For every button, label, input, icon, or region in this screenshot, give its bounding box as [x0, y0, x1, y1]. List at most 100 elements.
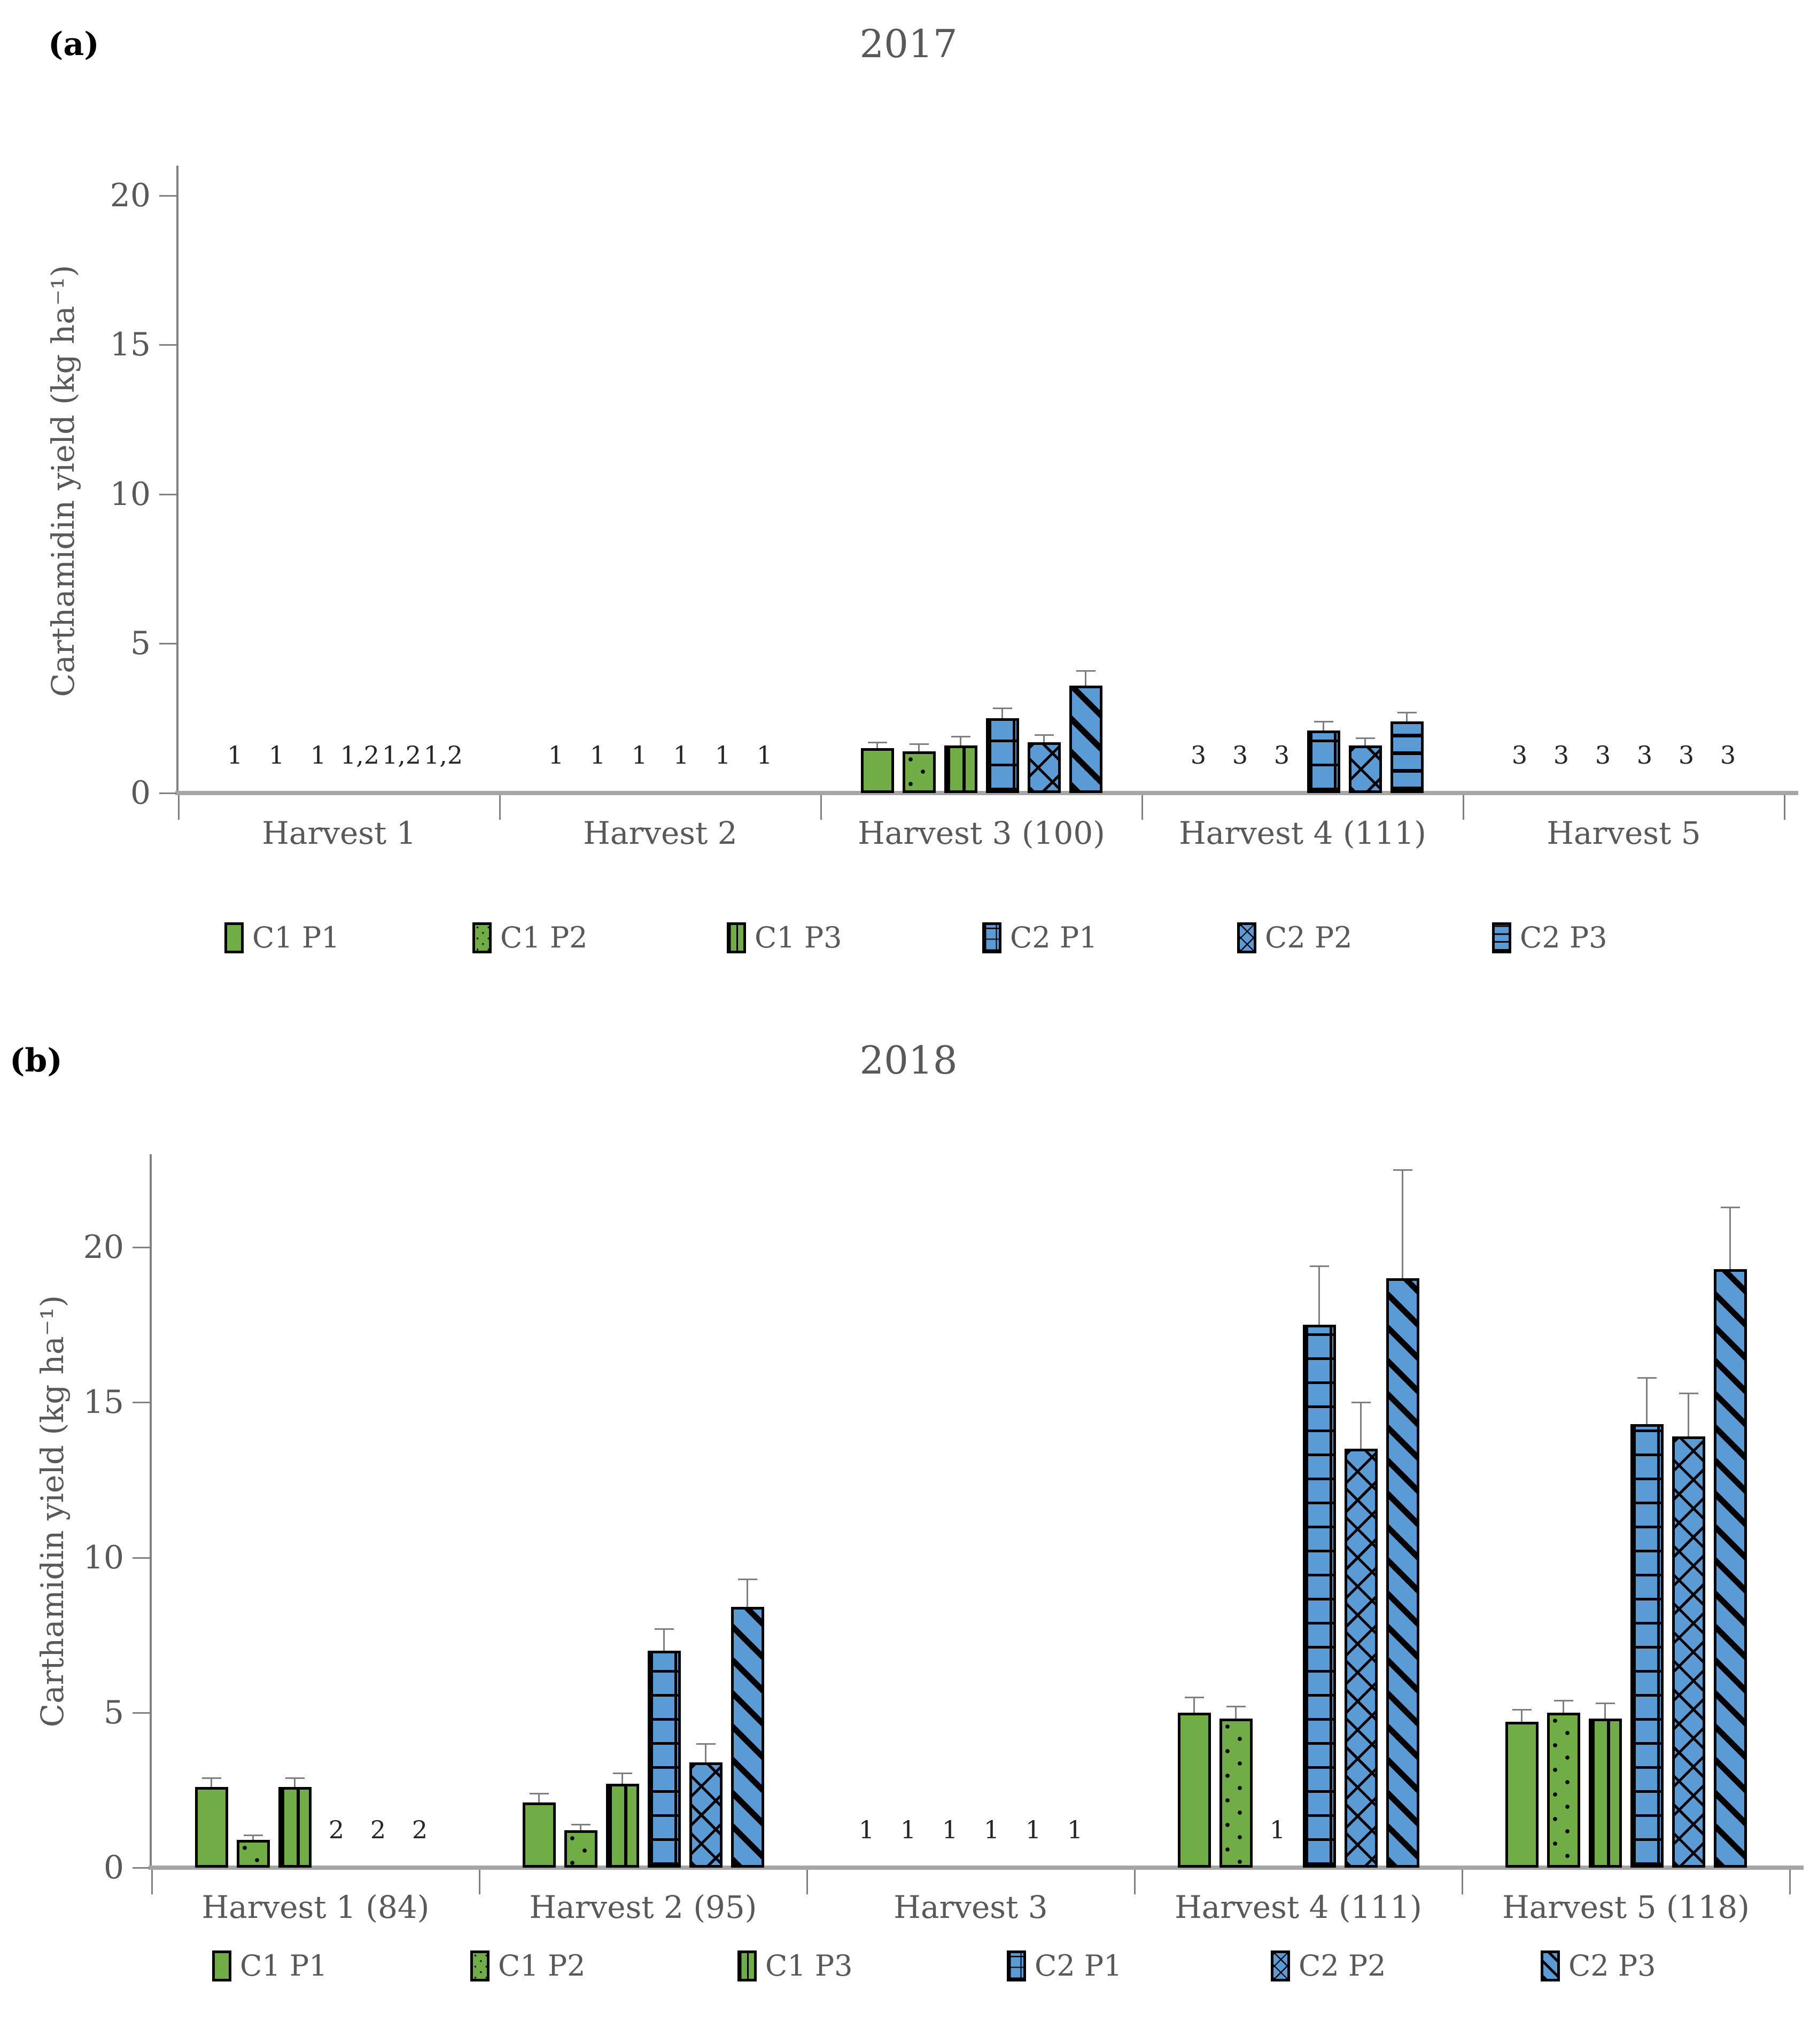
legend-item: C2 P2	[1237, 922, 1376, 955]
x-axis-label: Harvest 5 (118)	[1502, 1889, 1750, 1925]
x-axis-label: Harvest 3 (100)	[858, 815, 1105, 851]
x-axis-line	[149, 1866, 1804, 1870]
bar	[1177, 1712, 1211, 1868]
significance-label: 1	[1269, 1815, 1286, 1844]
bar	[278, 1787, 312, 1868]
x-tick	[1462, 1870, 1463, 1894]
error-bar-cap	[1679, 1392, 1698, 1394]
legend-swatch	[1271, 1950, 1290, 1981]
legend-swatch	[212, 1950, 231, 1981]
legend-label: C1 P3	[765, 1949, 853, 1983]
significance-label: 1	[673, 741, 689, 770]
significance-label: 1	[1067, 1815, 1083, 1844]
error-bar-cap	[243, 1835, 263, 1837]
error-bar-cap	[285, 1777, 305, 1779]
x-tick	[806, 1870, 808, 1894]
error-bar	[1193, 1697, 1195, 1713]
error-bar	[918, 743, 920, 751]
error-bar-cap	[992, 707, 1012, 709]
error-bar	[747, 1579, 748, 1607]
chart-a-title: 2017	[859, 21, 958, 66]
y-tick-label: 0	[130, 774, 151, 812]
bar	[1713, 1269, 1747, 1868]
x-axis-line	[175, 791, 1798, 795]
bar	[605, 1784, 639, 1868]
bar	[1588, 1719, 1622, 1868]
x-tick	[499, 795, 501, 820]
bar	[1630, 1424, 1664, 1868]
x-tick	[1784, 795, 1785, 820]
legend-item: C2 P1	[1007, 1950, 1146, 1984]
y-tick	[159, 344, 176, 346]
legend-item: C1 P3	[727, 922, 866, 955]
error-bar-cap	[1351, 1402, 1371, 1404]
error-bar-cap	[867, 741, 887, 743]
legend-item: C1 P1	[212, 1950, 351, 1984]
error-bar-cap	[201, 1777, 221, 1779]
legend-swatch	[224, 922, 244, 953]
x-axis-label: Harvest 1 (84)	[201, 1889, 430, 1925]
error-bar-cap	[1184, 1696, 1204, 1698]
x-tick	[820, 795, 822, 820]
significance-label: 3	[1273, 741, 1290, 770]
error-bar-cap	[612, 1772, 632, 1774]
legend-label: C2 P1	[1035, 1949, 1122, 1983]
error-bar	[1406, 712, 1408, 721]
error-bar-cap	[1512, 1708, 1532, 1711]
significance-label: 3	[1553, 741, 1570, 770]
bar	[1390, 721, 1424, 793]
y-tick	[133, 1247, 150, 1249]
significance-label: 3	[1511, 741, 1528, 770]
x-axis-label: Harvest 3	[894, 1889, 1048, 1925]
bar	[944, 745, 977, 793]
error-bar	[538, 1793, 540, 1803]
significance-label: 1	[1025, 1815, 1042, 1844]
error-bar-cap	[654, 1628, 674, 1630]
error-bar-cap	[1637, 1377, 1657, 1379]
error-bar	[1521, 1709, 1522, 1722]
error-bar	[1043, 734, 1045, 742]
legend-label: C1 P2	[500, 921, 588, 954]
error-bar	[1729, 1207, 1731, 1269]
error-bar-cap	[1309, 1265, 1329, 1267]
bar	[236, 1839, 270, 1868]
significance-label: 1,2	[382, 741, 422, 770]
error-bar-cap	[909, 743, 929, 745]
x-tick	[1141, 795, 1143, 820]
error-bar	[1360, 1402, 1362, 1449]
error-bar	[1085, 670, 1086, 686]
y-tick-label: 20	[110, 176, 151, 214]
x-axis-label: Harvest 4 (111)	[1175, 1889, 1422, 1925]
legend-item: C1 P3	[737, 1950, 876, 1984]
legend-item: C2 P3	[1492, 922, 1631, 955]
legend-swatch	[470, 1950, 490, 1981]
y-tick-label: 15	[110, 326, 151, 364]
legend-swatch	[982, 922, 1001, 953]
significance-label: 1	[900, 1815, 916, 1844]
error-bar-cap	[529, 1792, 549, 1794]
bar	[1386, 1278, 1419, 1868]
x-axis-label: Harvest 2 (95)	[529, 1889, 757, 1925]
significance-label: 3	[1190, 741, 1207, 770]
error-bar-cap	[696, 1743, 716, 1745]
legend-label: C2 P2	[1299, 1949, 1386, 1983]
legend-label: C1 P2	[498, 1949, 586, 1983]
legend-item: C1 P2	[470, 1950, 609, 1984]
error-bar	[876, 742, 878, 749]
bar	[1672, 1436, 1705, 1868]
bar	[902, 751, 936, 793]
error-bar-cap	[1355, 737, 1375, 739]
y-axis-line	[176, 166, 178, 795]
significance-label: 1	[714, 741, 731, 770]
legend-item: C2 P2	[1271, 1950, 1410, 1984]
legend-label: C2 P3	[1520, 921, 1607, 954]
bar	[647, 1650, 681, 1868]
error-bar	[1604, 1703, 1606, 1719]
error-bar	[1646, 1377, 1648, 1424]
significance-label: 3	[1595, 741, 1611, 770]
bar	[731, 1607, 764, 1868]
x-axis-label: Harvest 4 (111)	[1179, 815, 1426, 851]
y-tick-label: 10	[110, 475, 151, 513]
legend-swatch	[1007, 1950, 1026, 1981]
bar	[522, 1802, 556, 1868]
